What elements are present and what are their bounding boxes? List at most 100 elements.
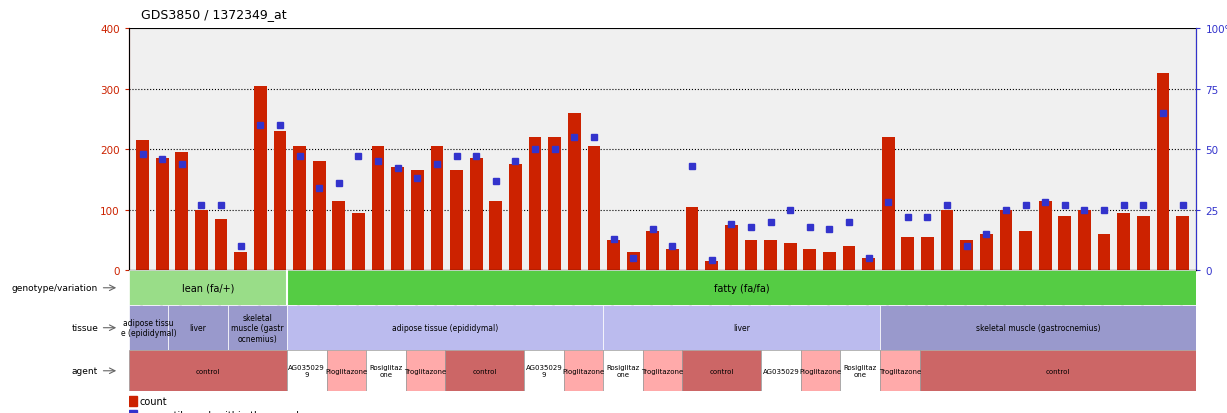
Text: Pioglitazone: Pioglitazone	[325, 368, 367, 374]
Bar	[563, 350, 604, 392]
Bar	[168, 306, 228, 350]
Bar	[490, 201, 502, 271]
Text: lean (fa/+): lean (fa/+)	[182, 283, 234, 293]
Text: Pioglitazone: Pioglitazone	[562, 368, 605, 374]
Bar	[762, 350, 801, 392]
Bar	[643, 350, 682, 392]
Bar	[195, 210, 207, 271]
Bar	[391, 168, 404, 271]
Bar	[411, 171, 423, 271]
Bar	[823, 252, 836, 271]
Bar	[627, 252, 639, 271]
Bar	[313, 162, 325, 271]
Bar	[941, 210, 953, 271]
Bar	[1098, 234, 1110, 271]
Text: Pioglitazone: Pioglitazone	[800, 368, 842, 374]
Bar	[234, 252, 247, 271]
Bar	[1000, 210, 1012, 271]
Bar	[880, 350, 919, 392]
Bar	[840, 350, 880, 392]
Text: control: control	[1045, 368, 1070, 374]
Text: control: control	[709, 368, 734, 374]
Bar	[686, 207, 698, 271]
Text: percentile rank within the sample: percentile rank within the sample	[140, 410, 304, 413]
Bar	[1157, 74, 1169, 271]
Bar	[604, 350, 643, 392]
Bar	[254, 86, 266, 271]
Bar	[980, 234, 993, 271]
Text: liver: liver	[190, 323, 206, 332]
Bar	[1137, 216, 1150, 271]
Bar	[607, 240, 620, 271]
Bar	[706, 261, 718, 271]
Bar	[548, 138, 561, 271]
Bar	[470, 159, 482, 271]
Bar	[129, 350, 287, 392]
Bar	[287, 271, 1196, 306]
Bar	[372, 147, 384, 271]
Bar	[682, 350, 762, 392]
Bar	[588, 147, 600, 271]
Text: Rosiglitaz
one: Rosiglitaz one	[844, 364, 877, 377]
Bar	[784, 243, 796, 271]
Text: count: count	[140, 396, 168, 406]
Text: control: control	[196, 368, 220, 374]
Text: genotype/variation: genotype/variation	[12, 284, 98, 292]
Text: Troglitazone: Troglitazone	[879, 368, 921, 374]
Bar	[764, 240, 777, 271]
Bar	[568, 114, 580, 271]
Bar	[156, 159, 168, 271]
Bar	[215, 219, 227, 271]
Bar	[604, 306, 880, 350]
Bar	[406, 350, 445, 392]
Bar	[801, 350, 840, 392]
Bar	[352, 213, 364, 271]
Bar	[431, 147, 443, 271]
Bar	[293, 147, 306, 271]
Text: AG035029
9: AG035029 9	[525, 364, 562, 377]
Bar	[1177, 216, 1189, 271]
Bar	[175, 153, 188, 271]
Text: AG035029: AG035029	[763, 368, 800, 374]
Text: adipose tissu
e (epididymal): adipose tissu e (epididymal)	[120, 318, 177, 337]
Bar	[804, 249, 816, 271]
Bar	[509, 165, 521, 271]
Bar	[1118, 213, 1130, 271]
Bar	[1039, 201, 1052, 271]
Text: GDS3850 / 1372349_at: GDS3850 / 1372349_at	[141, 8, 287, 21]
Text: skeletal muscle (gastrocnemius): skeletal muscle (gastrocnemius)	[975, 323, 1101, 332]
Bar	[921, 237, 934, 271]
Bar	[129, 271, 287, 306]
Text: AG035029
9: AG035029 9	[288, 364, 325, 377]
Text: control: control	[472, 368, 497, 374]
Bar	[333, 201, 345, 271]
Text: Troglitazone: Troglitazone	[642, 368, 683, 374]
Bar	[843, 246, 855, 271]
Bar	[745, 240, 757, 271]
Bar	[1020, 231, 1032, 271]
Bar	[1059, 216, 1071, 271]
Bar	[326, 350, 366, 392]
Bar	[129, 306, 168, 350]
Bar	[524, 350, 563, 392]
Text: adipose tissue (epididymal): adipose tissue (epididymal)	[391, 323, 498, 332]
Bar	[136, 141, 148, 271]
Text: tissue: tissue	[71, 323, 98, 332]
Bar	[274, 132, 286, 271]
Bar	[445, 350, 524, 392]
Text: fatty (fa/fa): fatty (fa/fa)	[714, 283, 769, 293]
Text: skeletal
muscle (gastr
ocnemius): skeletal muscle (gastr ocnemius)	[231, 313, 283, 343]
Bar	[450, 171, 463, 271]
Bar	[529, 138, 541, 271]
Text: agent: agent	[72, 366, 98, 375]
Bar	[961, 240, 973, 271]
Text: Rosiglitaz
one: Rosiglitaz one	[369, 364, 402, 377]
Bar	[287, 350, 326, 392]
Text: liver: liver	[734, 323, 750, 332]
Text: Rosiglitaz
one: Rosiglitaz one	[606, 364, 639, 377]
Bar	[287, 306, 604, 350]
Bar	[366, 350, 406, 392]
Text: Troglitazone: Troglitazone	[404, 368, 447, 374]
Bar	[666, 249, 679, 271]
Bar	[919, 350, 1196, 392]
